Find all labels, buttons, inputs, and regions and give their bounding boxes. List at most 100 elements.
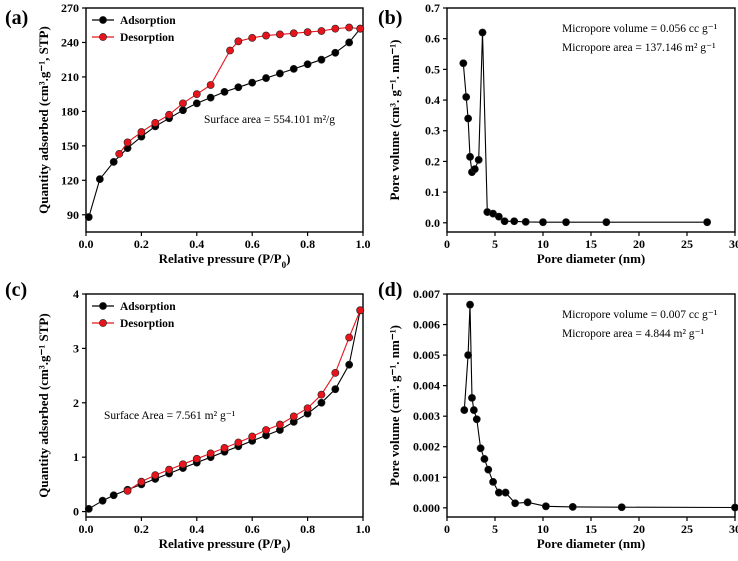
- data-point-desorption: [179, 99, 187, 108]
- data-point-pore-volume: [470, 165, 479, 173]
- data-point-pore-volume: [478, 28, 487, 37]
- data-point-pore-volume: [484, 465, 493, 474]
- data-point-desorption: [123, 138, 132, 147]
- x-tick-label: 0.8: [300, 522, 315, 536]
- y-tick-label: 0.007: [413, 287, 440, 301]
- x-tick-label: 0: [444, 237, 450, 251]
- data-point-pore-volume: [500, 217, 509, 226]
- x-axis-label-end: ): [286, 251, 290, 266]
- data-point-desorption: [123, 486, 132, 495]
- data-point-desorption: [262, 426, 270, 434]
- data-point-pore-volume: [476, 444, 485, 453]
- x-tick-label: 1.0: [356, 522, 371, 536]
- legend-marker: [99, 319, 107, 327]
- y-axis-label: Quantity adsorbed (cm³.g⁻¹, STP): [36, 26, 51, 214]
- y-tick-label: 0.2: [425, 154, 440, 168]
- data-point-pore-volume: [703, 218, 712, 227]
- data-point-adsorption: [303, 60, 312, 69]
- micropore-annotation: Micropore area = 4.844 m² g⁻¹: [562, 328, 705, 340]
- legend-marker: [99, 302, 107, 310]
- data-point-pore-volume: [523, 498, 532, 507]
- y-tick-label: 0.3: [425, 124, 440, 138]
- data-point-desorption: [317, 390, 326, 399]
- data-point-adsorption: [331, 48, 340, 57]
- x-tick-label: 10: [537, 522, 549, 536]
- x-tick-label: 0.8: [300, 237, 315, 251]
- y-tick-label: 270: [61, 1, 79, 15]
- series-line-pore-volume: [463, 304, 736, 509]
- y-tick-label: 0.7: [425, 1, 440, 15]
- data-point-pore-volume: [489, 477, 497, 486]
- data-point-pore-volume: [464, 114, 473, 123]
- data-point-pore-volume: [568, 503, 577, 511]
- y-tick-label: 3: [73, 341, 79, 355]
- data-point-desorption: [289, 412, 298, 421]
- y-tick-label: 90: [67, 208, 79, 222]
- y-tick-label: 0.4: [425, 93, 440, 107]
- y-tick-label: 210: [61, 70, 79, 84]
- data-point-desorption: [206, 449, 215, 458]
- data-point-pore-volume: [494, 488, 503, 497]
- y-axis-label: Pore volume (cm³. g⁻¹. nm⁻¹): [387, 325, 402, 486]
- data-point-pore-volume: [521, 217, 530, 226]
- data-point-adsorption: [289, 64, 298, 73]
- chart-panel-2: (b) 0 5 10 15 20 25 30 0.0 0.1 0.2 0.3 0.4 0.5 0.6 0.7 P…: [378, 1, 738, 266]
- data-point-desorption: [151, 118, 160, 127]
- data-point-desorption: [115, 149, 124, 158]
- panel-label: (d): [378, 279, 402, 301]
- x-tick-label: 20: [633, 522, 645, 536]
- legend-marker: [99, 33, 107, 41]
- data-point-adsorption: [109, 158, 118, 166]
- data-point-adsorption: [331, 385, 340, 394]
- x-tick-label: 0.0: [79, 522, 94, 536]
- data-point-adsorption: [317, 398, 326, 407]
- x-tick-label: 20: [633, 237, 645, 251]
- data-point-desorption: [137, 477, 146, 486]
- data-point-desorption: [331, 368, 340, 377]
- data-point-pore-volume: [464, 351, 473, 359]
- data-point-desorption: [303, 28, 312, 37]
- x-axis-label: Relative pressure (P/P0): [159, 251, 291, 270]
- y-tick-label: 2: [73, 396, 79, 410]
- data-point-desorption: [226, 46, 234, 55]
- panel-label: (a): [5, 7, 28, 29]
- y-tick-label: 180: [61, 104, 79, 118]
- data-point-pore-volume: [510, 217, 519, 226]
- data-point-adsorption: [179, 106, 187, 115]
- data-point-desorption: [137, 128, 146, 136]
- data-point-desorption: [345, 333, 354, 342]
- legend-label: Adsorption: [120, 15, 176, 27]
- x-axis-label-subscript: 0: [282, 545, 287, 555]
- data-point-adsorption: [262, 74, 270, 82]
- x-axis-label: Pore diameter (nm): [537, 251, 646, 266]
- data-point-desorption: [165, 110, 173, 119]
- data-point-adsorption: [345, 360, 354, 369]
- data-point-adsorption: [220, 87, 229, 96]
- plot-frame: [85, 7, 364, 233]
- legend-label: Adsorption: [120, 301, 176, 313]
- surface-area-annotation: Surface area = 554.101 m²/g: [204, 114, 335, 126]
- data-point-pore-volume: [469, 406, 478, 414]
- data-point-adsorption: [84, 504, 93, 513]
- micropore-annotation: Micropore volume = 0.007 cc g⁻¹: [562, 309, 718, 321]
- data-point-desorption: [206, 81, 215, 89]
- plot-frame: [85, 293, 364, 518]
- data-point-desorption: [192, 90, 201, 99]
- chart-panel-1: (a) 0.0 0.2 0.4 0.6 0.8 1.0 90 120 150 180 210 240 27…: [5, 1, 371, 270]
- y-tick-label: 0.6: [425, 32, 440, 46]
- x-tick-label: 5: [492, 522, 498, 536]
- x-tick-label: 0.4: [189, 237, 204, 251]
- data-point-pore-volume: [501, 488, 510, 497]
- data-point-desorption: [165, 465, 173, 474]
- x-axis-label-end: ): [286, 536, 290, 551]
- data-point-desorption: [356, 24, 365, 33]
- x-tick-label: 25: [681, 522, 693, 536]
- y-tick-label: 0: [73, 505, 79, 519]
- y-tick-label: 150: [61, 139, 79, 153]
- data-point-desorption: [179, 460, 187, 469]
- data-point-pore-volume: [494, 212, 503, 221]
- data-point-desorption: [356, 306, 365, 315]
- y-axis-label: Pore volume (cm³. g⁻¹. nm⁻¹): [387, 40, 402, 201]
- y-tick-label: 0.003: [413, 409, 440, 423]
